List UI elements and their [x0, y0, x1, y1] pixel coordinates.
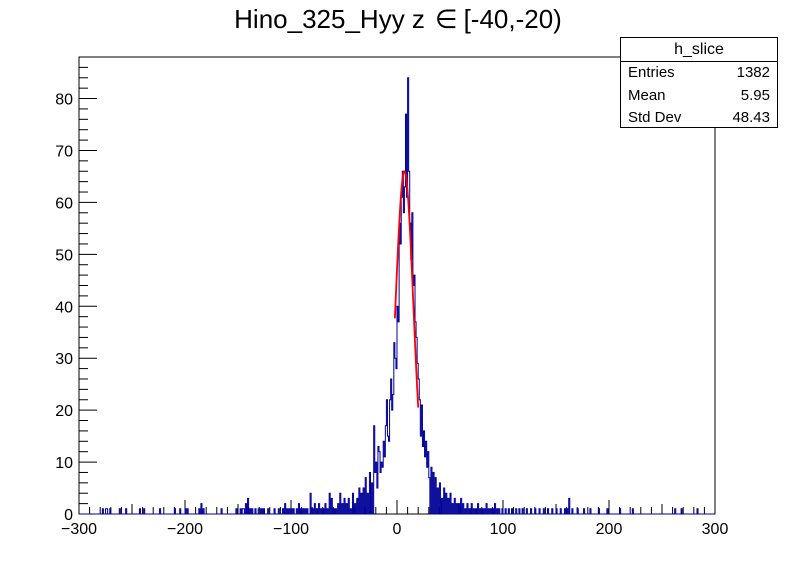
y-tick-label: 60	[55, 195, 73, 212]
y-tick-label: 80	[55, 92, 73, 109]
y-tick-label: 10	[55, 455, 73, 472]
gaussian-fit-curve	[393, 170, 420, 408]
x-tick-label: −300	[61, 521, 97, 538]
element-of-symbol: ∈	[434, 5, 458, 35]
histogram-line	[79, 77, 715, 515]
x-tick-label: 100	[490, 521, 517, 538]
chart-title: Hino_325_Hyy z ∈ [-40,-20)	[0, 4, 796, 35]
title-text: Hino_325_Hyy z	[234, 4, 425, 34]
title-range: [-40,-20)	[463, 4, 562, 34]
y-tick-label: 0	[64, 507, 73, 524]
x-tick-label: 300	[702, 521, 729, 538]
stats-value: 5.95	[740, 86, 770, 104]
stats-label: Entries	[628, 64, 675, 81]
stats-row-std-dev: Std Dev 48.43	[621, 107, 777, 130]
stats-row-mean: Mean 5.95	[621, 85, 777, 108]
y-tick-label: 50	[55, 247, 73, 264]
stats-label: Std Dev	[628, 109, 682, 126]
x-tick-label: −200	[167, 521, 203, 538]
stats-box: h_slice Entries 1382 Mean 5.95 Std Dev 48.4…	[620, 37, 778, 128]
stats-value: 1382	[736, 64, 770, 81]
stats-box-title: h_slice	[621, 38, 777, 62]
x-tick-label: 0	[393, 521, 402, 538]
y-tick-label: 30	[55, 351, 73, 368]
y-tick-label: 20	[55, 403, 73, 420]
stats-row-entries: Entries 1382	[621, 62, 777, 85]
y-tick-label: 40	[55, 299, 73, 316]
x-tick-label: −100	[273, 521, 309, 538]
y-tick-label: 70	[55, 143, 73, 160]
stats-label: Mean	[628, 86, 666, 104]
axis-tick-labels: −300 −200 −100 0 100 200 300 0 10 20 30 40 50 60 70 80	[55, 92, 728, 538]
stats-value: 48.43	[732, 109, 770, 126]
x-tick-label: 200	[596, 521, 623, 538]
